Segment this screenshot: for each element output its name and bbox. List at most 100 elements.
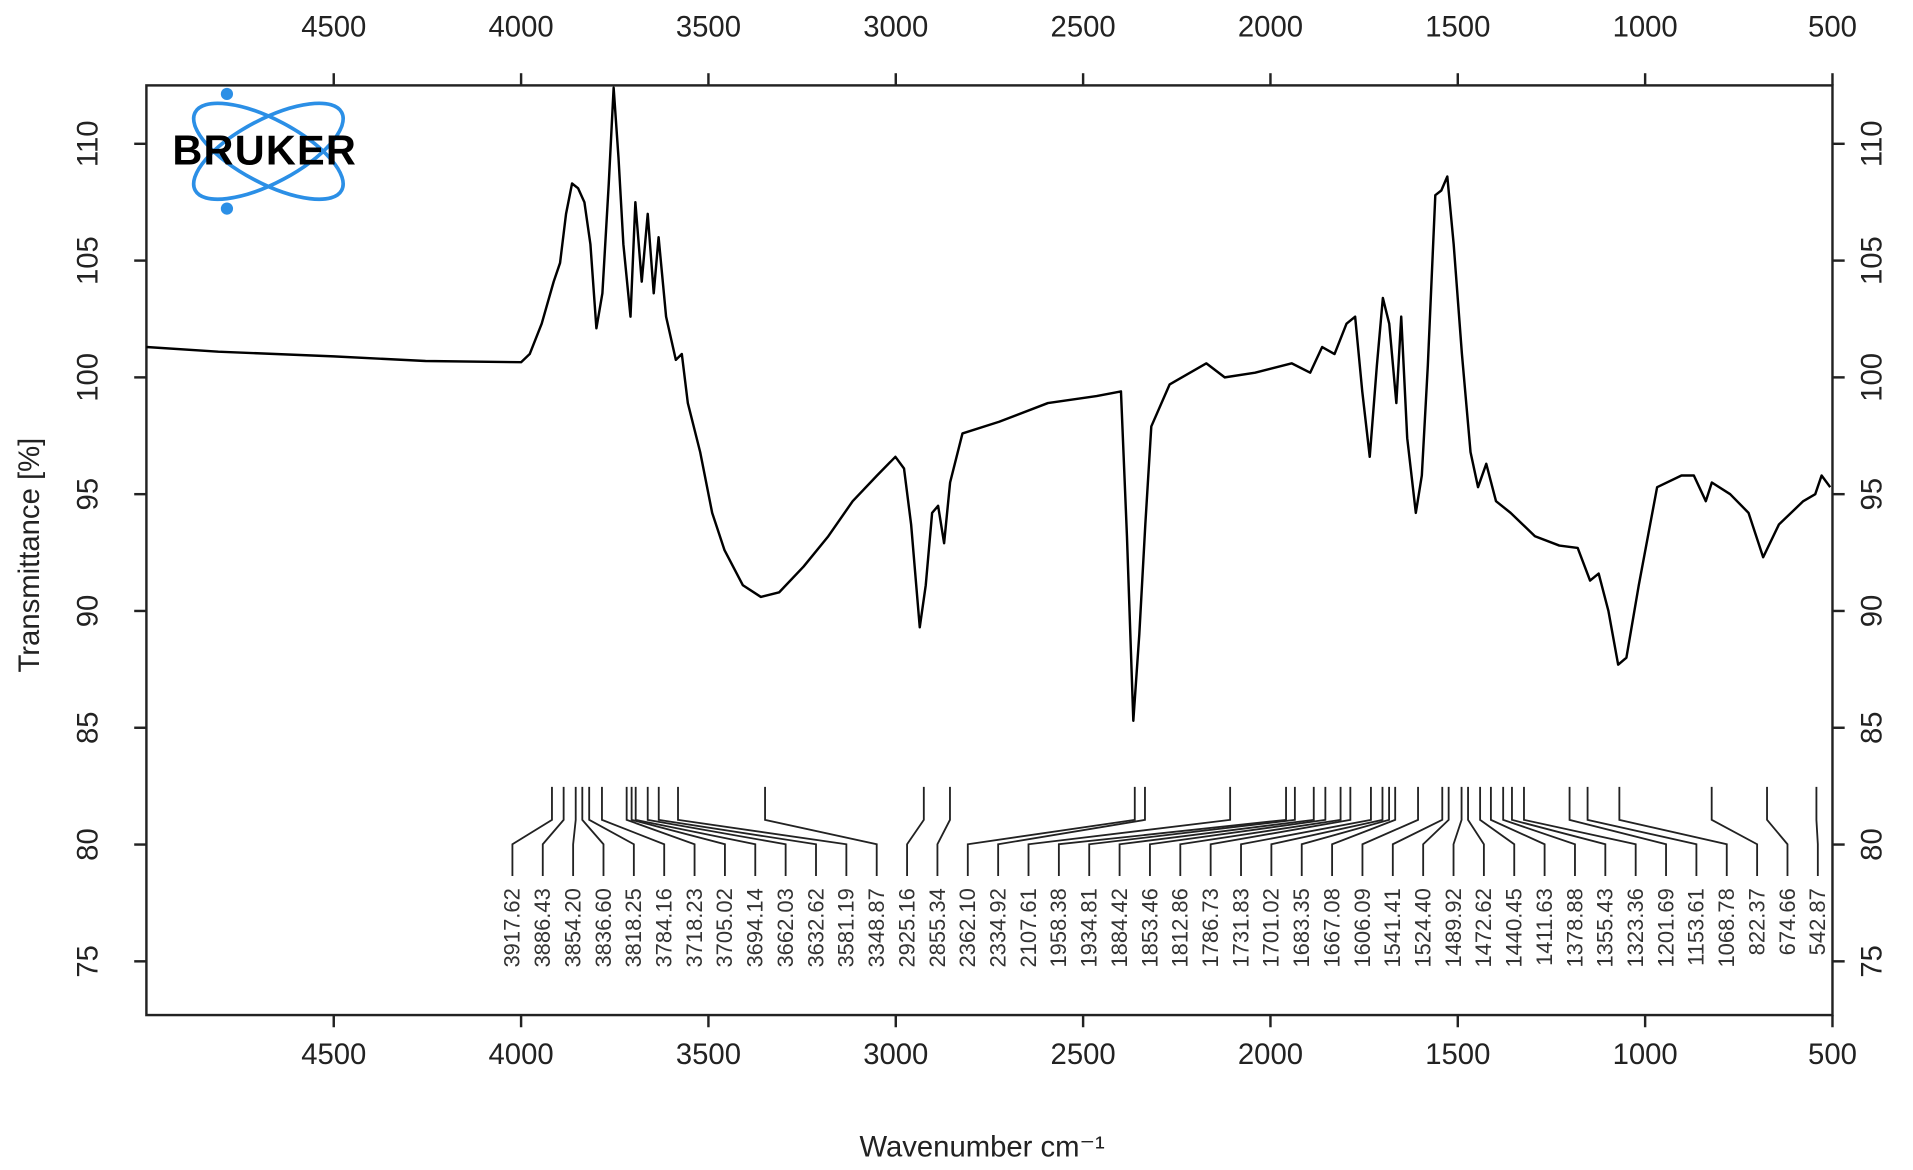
y-tick-label: 100 — [72, 353, 105, 402]
peak-label: 3886.43 — [530, 888, 555, 967]
x-tick-label: 3000 — [863, 11, 928, 44]
peak-marker — [1209, 786, 1352, 876]
peak-marker — [1815, 786, 1819, 876]
y-tick-label: 85 — [72, 711, 105, 744]
peak-label: 3581.19 — [834, 888, 859, 967]
logo-text: BRUKER — [172, 127, 357, 174]
peak-label: 1701.02 — [1259, 888, 1284, 967]
x-tick-label: 3500 — [676, 11, 741, 44]
x-tick-label: 3000 — [863, 1038, 928, 1071]
peak-marker — [1511, 786, 1607, 876]
peak-label: 3818.25 — [621, 888, 646, 967]
peak-marker — [634, 786, 757, 876]
y-tick-label: 105 — [72, 236, 105, 285]
peak-marker — [1479, 786, 1516, 876]
logo-orbit — [191, 101, 345, 202]
peak-marker — [588, 786, 635, 876]
peak-marker — [630, 786, 726, 876]
x-tick-label: 2000 — [1238, 1038, 1303, 1071]
peak-label: 1683.35 — [1289, 888, 1314, 967]
x-tick-label: 500 — [1808, 1038, 1857, 1071]
x-tick-label: 1000 — [1613, 11, 1678, 44]
peak-marker — [1422, 786, 1450, 876]
x-tick-label: 1000 — [1613, 1038, 1678, 1071]
peak-label: 542.87 — [1805, 888, 1830, 955]
peak-label: 3836.60 — [591, 888, 616, 967]
peak-label: 3718.23 — [682, 888, 707, 967]
peak-label: 3784.16 — [652, 888, 677, 967]
peak-marker — [1467, 786, 1485, 876]
x-tick-label: 4500 — [301, 1038, 366, 1071]
peak-label: 822.37 — [1744, 888, 1769, 955]
y-tick-label: 95 — [1855, 478, 1888, 511]
peak-marker — [1568, 786, 1667, 876]
peak-marker — [1618, 786, 1728, 876]
y-tick-label: 85 — [1855, 711, 1888, 744]
y-tick-label: 110 — [72, 120, 105, 167]
peak-marker — [936, 786, 951, 876]
peak-label: 1524.40 — [1410, 888, 1435, 967]
y-tick-label: 75 — [72, 945, 105, 978]
x-tick-label: 500 — [1808, 11, 1857, 44]
peak-label: 1440.45 — [1502, 888, 1527, 967]
peak-label: 1958.38 — [1046, 888, 1071, 967]
peak-marker — [1586, 786, 1698, 876]
peak-label: 2925.16 — [894, 888, 919, 967]
peak-label: 2855.34 — [925, 888, 950, 967]
peak-marker — [572, 786, 577, 876]
x-tick-label: 2500 — [1051, 11, 1116, 44]
peak-marker — [581, 786, 605, 876]
peak-marker — [657, 786, 817, 876]
peak-label: 3705.02 — [712, 888, 737, 967]
peak-label: 2362.10 — [955, 888, 980, 967]
peak-label: 1489.92 — [1441, 888, 1466, 967]
peak-marker — [1391, 786, 1444, 876]
peak-marker — [1149, 786, 1327, 876]
peak-marker — [906, 786, 925, 876]
y-tick-label: 105 — [1855, 236, 1888, 285]
peak-marker — [511, 786, 553, 876]
x-tick-label: 4000 — [489, 11, 554, 44]
peak-marker — [1179, 786, 1342, 876]
peak-label: 1812.86 — [1168, 888, 1193, 967]
peak-label: 3854.20 — [560, 888, 585, 967]
logo-dot — [220, 87, 234, 101]
peak-label: 1884.42 — [1107, 888, 1132, 967]
peak-label: 1606.09 — [1350, 888, 1375, 967]
peak-marker — [1027, 786, 1232, 876]
peak-marker — [601, 786, 666, 876]
x-tick-label: 3500 — [676, 1038, 741, 1071]
x-tick-label: 1500 — [1425, 11, 1490, 44]
peak-label: 1201.69 — [1653, 888, 1678, 967]
peak-marker — [1331, 786, 1397, 876]
peak-label: 1934.81 — [1077, 888, 1102, 967]
peak-marker — [1523, 786, 1637, 876]
peak-marker — [1710, 786, 1759, 876]
y-axis-title: Transmittance [%] — [13, 438, 46, 673]
y-tick-label: 95 — [72, 478, 105, 511]
peak-marker — [625, 786, 696, 876]
spectrum-line — [146, 86, 1832, 722]
peak-marker — [677, 786, 848, 876]
x-tick-label: 2500 — [1051, 1038, 1116, 1071]
y-tick-label: 80 — [1855, 828, 1888, 861]
peak-label: 2334.92 — [985, 888, 1010, 967]
x-tick-label: 4000 — [489, 1038, 554, 1071]
peak-label: 1853.46 — [1137, 888, 1162, 967]
plot-frame — [145, 84, 1834, 1017]
peak-marker — [1118, 786, 1315, 876]
peak-marker — [764, 786, 878, 876]
peak-marker — [1240, 786, 1372, 876]
peak-marker — [1361, 786, 1419, 876]
peak-label: 1667.08 — [1319, 888, 1344, 967]
logo: BRUKER — [172, 87, 357, 215]
peak-marker — [1088, 786, 1296, 876]
peak-label: 3348.87 — [864, 888, 889, 967]
peak-marker — [1452, 786, 1463, 876]
peak-label: 1378.88 — [1562, 888, 1587, 967]
x-axis-title: Wavenumber cm⁻¹ — [859, 1131, 1105, 1164]
peak-label: 2107.61 — [1016, 888, 1041, 967]
y-tick-label: 90 — [1855, 595, 1888, 628]
